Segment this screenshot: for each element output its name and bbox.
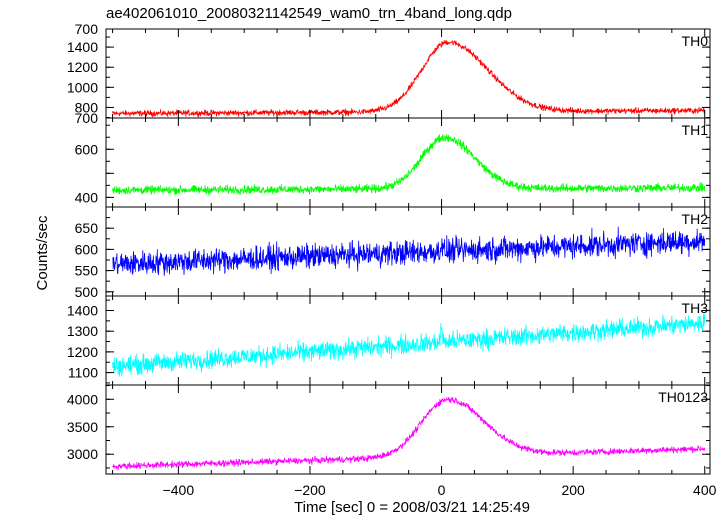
y-tick-label: 800 [75, 99, 99, 115]
panel-th1: 400 600 700 TH1 [75, 110, 711, 208]
x-tick-label: 0 [438, 482, 446, 498]
x-tick-label: −200 [294, 482, 326, 498]
y-tick-label: 1200 [67, 344, 98, 360]
y-tick-label: 1400 [67, 39, 98, 55]
series-th0 [112, 40, 706, 119]
panel-frame [105, 28, 711, 119]
y-tick-label: 500 [75, 284, 99, 300]
series-th0123 [112, 396, 706, 471]
y-tick-label: 550 [75, 263, 99, 279]
panel-th0123: 3000 3500 4000 TH0123 [67, 384, 711, 475]
panel-label-th2: TH2 [682, 211, 709, 227]
panel-label-th0: TH0 [682, 33, 709, 49]
y-tick-label: 600 [75, 241, 99, 257]
y-tick-label: 600 [75, 141, 99, 157]
y-axis-label: Counts/sec [34, 215, 51, 291]
panels-group: 800 1000 1200 1400 700 TH0 400 600 700 TH1 500 550 6… [67, 21, 717, 498]
y-tick-label: 1000 [67, 79, 98, 95]
panel-frame [105, 117, 711, 208]
x-tick-label: −400 [163, 482, 195, 498]
panel-label-th0123: TH0123 [658, 389, 708, 405]
y-tick-label: 3500 [67, 419, 98, 435]
y-tick-label: 1400 [67, 302, 98, 318]
y-tick-label: 3000 [67, 446, 98, 462]
series-th1 [112, 134, 706, 196]
y-tick-label: 1300 [67, 323, 98, 339]
panel-th2: 500 550 600 650 TH2 [75, 206, 711, 300]
y-tick-label: 4000 [67, 391, 98, 407]
x-tick-label: 200 [561, 482, 585, 498]
x-axis-label: Time [sec] 0 = 2008/03/21 14:25:49 [294, 499, 530, 516]
x-tick-label: 400 [693, 482, 717, 498]
chart-title: ae402061010_20080321142549_wam0_trn_4ban… [106, 5, 512, 22]
panel-label-th3: TH3 [682, 300, 709, 316]
panel-th3: 1100 1200 1300 1400 TH3 [67, 295, 711, 386]
y-tick-label: 700 [75, 21, 99, 37]
y-tick-label: 400 [75, 189, 99, 205]
y-tick-label: 650 [75, 220, 99, 236]
y-tick-label: 1100 [68, 365, 98, 381]
panel-th0: 800 1000 1200 1400 700 TH0 [67, 21, 711, 119]
series-th3 [112, 313, 706, 377]
y-tick-label: 700 [75, 110, 99, 126]
y-tick-label: 1200 [67, 59, 98, 75]
panel-frame [105, 384, 711, 475]
series-th2 [112, 226, 706, 276]
panel-label-th1: TH1 [682, 122, 709, 138]
